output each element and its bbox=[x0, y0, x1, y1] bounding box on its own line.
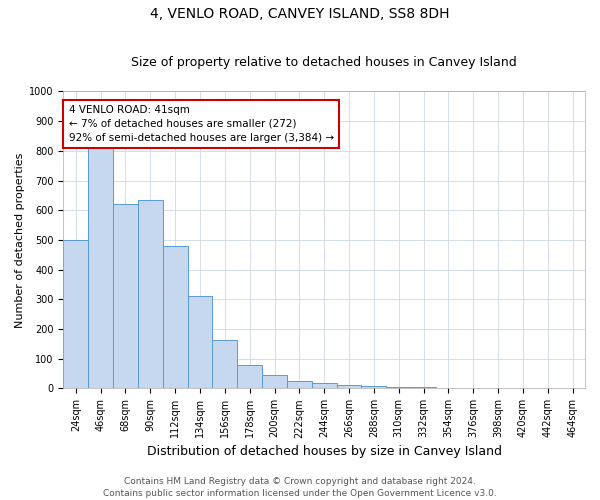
Title: Size of property relative to detached houses in Canvey Island: Size of property relative to detached ho… bbox=[131, 56, 517, 70]
Text: Contains HM Land Registry data © Crown copyright and database right 2024.
Contai: Contains HM Land Registry data © Crown c… bbox=[103, 476, 497, 498]
Bar bbox=[138, 200, 163, 388]
Bar bbox=[386, 387, 411, 388]
Bar bbox=[287, 381, 312, 388]
Bar bbox=[212, 340, 237, 388]
Y-axis label: Number of detached properties: Number of detached properties bbox=[15, 152, 25, 328]
Text: 4, VENLO ROAD, CANVEY ISLAND, SS8 8DH: 4, VENLO ROAD, CANVEY ISLAND, SS8 8DH bbox=[150, 8, 450, 22]
Bar bbox=[188, 296, 212, 388]
Text: 4 VENLO ROAD: 41sqm
← 7% of detached houses are smaller (272)
92% of semi-detach: 4 VENLO ROAD: 41sqm ← 7% of detached hou… bbox=[68, 105, 334, 143]
Bar bbox=[312, 383, 337, 388]
Bar bbox=[337, 385, 361, 388]
Bar bbox=[361, 386, 386, 388]
Bar bbox=[64, 240, 88, 388]
Bar bbox=[88, 148, 113, 388]
Bar bbox=[163, 246, 188, 388]
X-axis label: Distribution of detached houses by size in Canvey Island: Distribution of detached houses by size … bbox=[146, 444, 502, 458]
Bar bbox=[237, 364, 262, 388]
Bar bbox=[262, 375, 287, 388]
Bar bbox=[113, 204, 138, 388]
